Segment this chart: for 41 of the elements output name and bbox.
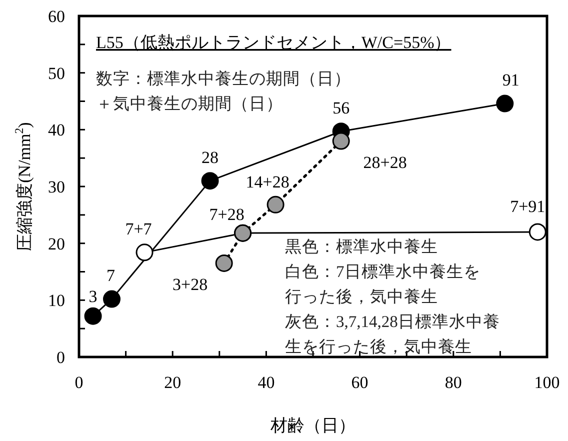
annotation: 3 (88, 287, 98, 306)
x-tick-label: 40 (258, 373, 275, 392)
annotation: 7+7 (125, 219, 152, 238)
y-tick-label: 0 (56, 348, 65, 367)
point (496, 94, 514, 112)
annotation: 行った後，気中養生 (285, 287, 438, 306)
y-tick-label: 10 (48, 291, 65, 310)
point (103, 290, 121, 308)
point (136, 244, 154, 262)
annotation: ＋気中養生の期間（日） (96, 94, 283, 113)
point (332, 132, 350, 150)
point (528, 223, 546, 241)
annotation: 7+91 (510, 196, 546, 216)
x-tick-label: 20 (164, 373, 182, 392)
x-axis-title: 材齢（日） (270, 416, 356, 435)
annotation: 数字：標準水中養生の期間（日） (96, 69, 351, 88)
y-tick-label: 30 (48, 178, 65, 196)
annotation: 灰色：3,7,14,28日標準水中養 (285, 312, 500, 331)
annotation: 28 (202, 148, 219, 167)
point (201, 172, 219, 190)
annotation: 生を行った後，気中養生 (285, 337, 472, 356)
point (84, 307, 102, 325)
point (266, 196, 284, 214)
y-tick-label: 50 (48, 64, 65, 83)
x-tick-label: 80 (444, 373, 462, 392)
annotation: 14+28 (246, 172, 290, 192)
y-tick-label: 60 (48, 7, 65, 26)
point (215, 254, 233, 272)
annotation: 黒色：標準水中養生 (285, 237, 438, 256)
x-tick-label: 0 (74, 373, 84, 392)
annotation: 白色：7日標準水中養生を (285, 262, 480, 281)
y-tick-label: 20 (48, 234, 65, 254)
annotation: 7+28 (209, 205, 244, 224)
annotation: 28+28 (363, 153, 407, 172)
x-tick-label: 60 (351, 373, 368, 392)
y-tick-label: 40 (48, 120, 65, 140)
annotation: 7 (106, 266, 116, 286)
annotation: 3+28 (172, 275, 208, 294)
annotation: 56 (332, 98, 350, 118)
annotation: 91 (502, 70, 520, 90)
x-tick-label: 100 (534, 373, 560, 392)
